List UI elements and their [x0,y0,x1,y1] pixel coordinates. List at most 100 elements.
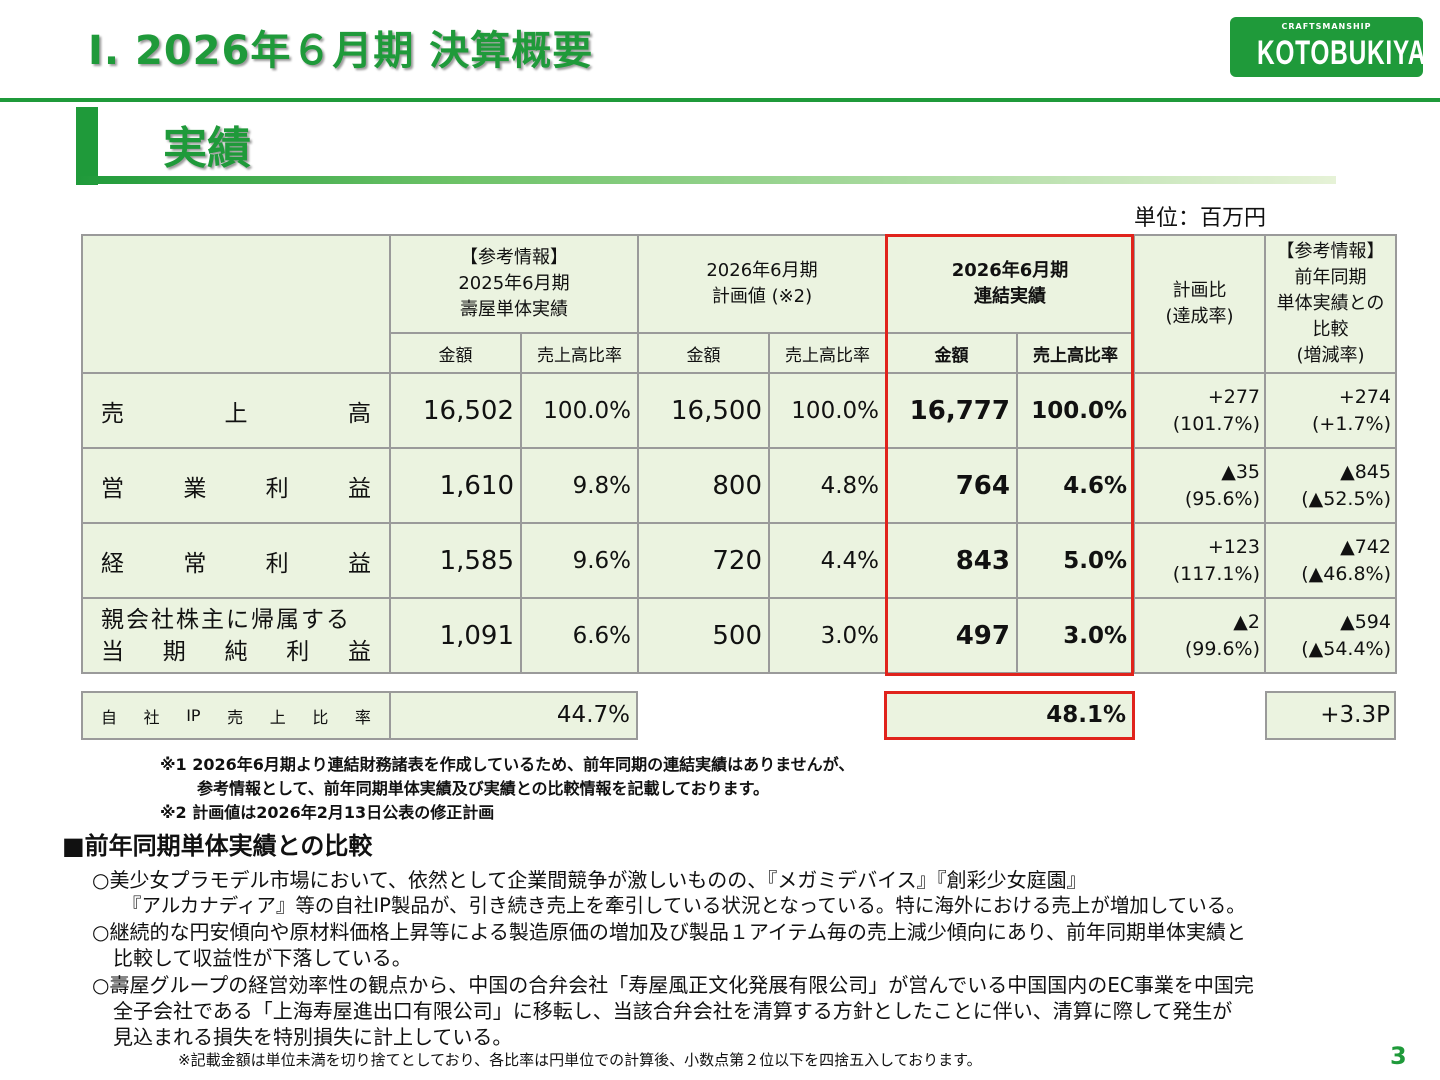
plan-amount: 500 [637,597,770,674]
header-yoy: 【参考情報】 前年同期 単体実績との 比較 (増減率) [1264,234,1397,374]
actual-ratio: 5.0% [1016,522,1135,599]
comparison-line: 『アルカナディア』等の自社IP製品が、引き続き売上を牽引している状況となっている… [122,894,1246,917]
vs-plan-rate: (101.7%) [1172,412,1260,435]
row-label-char: 利 [265,550,289,577]
vs-yoy-rate: (▲52.5%) [1301,487,1391,510]
row-label-char: 純 [224,638,248,665]
vs-plan: ▲2 (99.6%) [1133,597,1266,674]
ip-label-char: 自 [101,707,118,727]
vs-plan: +277 (101.7%) [1133,372,1266,449]
unit-label: 単位：百万円 [1134,206,1267,231]
header-yoy-line5: (増減率) [1296,345,1365,366]
plan-amount: 800 [637,447,770,524]
header-plan-ratio: 計画比 (達成率) [1133,234,1266,374]
row-label-char: 常 [183,550,207,577]
row-label-char: 当 [101,638,124,665]
row-label-char: 利 [265,475,289,502]
ref-amount: 16,502 [389,372,522,449]
ref-ratio: 6.6% [520,597,639,674]
ip-diff-box: +3.3P [1265,691,1396,740]
comparison-line: ○壽屋グループの経営効率性の観点から、中国の合弁会社「寿屋風正文化発展有限公司」… [92,973,1254,997]
row-label-char: 期 [162,638,186,665]
ip-label-char: 上 [269,707,286,727]
ip-diff-value: +3.3P [1320,702,1390,728]
row-label-char: 営 [101,475,124,502]
ip-label-char: 比 [312,707,329,727]
row-label-char: 益 [347,475,371,502]
actual-ratio: 3.0% [1016,597,1135,674]
row-label-char: 上 [224,400,248,427]
header-plan-ratio-line2: (達成率) [1165,306,1234,327]
row-label: 売 上 高 [81,372,391,449]
vs-plan-rate: (99.6%) [1184,637,1260,660]
results-table: 【参考情報】 2025年6月期 壽屋単体実績 2026年6月期 計画値 (※2)… [81,234,1397,674]
header-actual2026-line1: 2026年6月期 [951,260,1069,281]
vs-plan-diff: ▲35 [1221,460,1260,483]
row-label: 営 業 利 益 [81,447,391,524]
vs-plan-diff: ▲2 [1233,610,1260,633]
actual-ratio: 4.6% [1016,447,1135,524]
comparison-line: ○継続的な円安傾向や原材料価格上昇等による製造原価の増加及び製品１アイテム毎の売… [92,920,1247,944]
header-ref2025: 【参考情報】 2025年6月期 壽屋単体実績 [389,234,639,334]
ip-ref-value: 44.7% [556,702,630,728]
plan-ratio: 4.4% [768,522,887,599]
ip-row-box: 自 社 IP 売 上 比 率 44.7% [81,691,638,740]
ref-ratio: 100.0% [520,372,639,449]
header-actual2026-line2: 連結実績 [974,286,1046,307]
actual-amount: 16,777 [885,372,1018,449]
vs-yoy-rate: (+1.7%) [1311,412,1391,435]
plan-amount: 16,500 [637,372,770,449]
actual-amount: 764 [885,447,1018,524]
vs-plan-rate: (95.6%) [1184,487,1260,510]
subheader-amount: 金額 [637,332,770,374]
subheader-amount: 金額 [389,332,522,374]
header-ref2025-line2: 2025年6月期 [458,273,570,294]
logo-tagline: CRAFTSMANSHIP [1281,22,1372,31]
vs-yoy: ▲594 (▲54.4%) [1264,597,1397,674]
vs-plan: +123 (117.1%) [1133,522,1266,599]
ip-label-char: IP [186,706,201,725]
header-blank-cell [81,234,391,374]
ref-amount: 1,091 [389,597,522,674]
actual-ratio: 100.0% [1016,372,1135,449]
plan-ratio: 100.0% [768,372,887,449]
vs-yoy-diff: +274 [1338,385,1391,408]
actual-amount: 843 [885,522,1018,599]
plan-ratio: 4.8% [768,447,887,524]
header-plan2026-line2: 計画値 (※2) [711,286,813,307]
header-yoy-line4: 比較 [1312,319,1349,340]
page-title: Ⅰ. 2026年６月期 決算概要 [88,28,594,74]
ref-ratio: 9.8% [520,447,639,524]
section-marker [76,107,98,185]
page-number: 3 [1390,1042,1407,1070]
ip-row-label: 自 社 IP 売 上 比 率 [83,693,391,738]
row-label-char: 利 [286,638,310,665]
ip-label-char: 売 [227,707,244,727]
vs-yoy: ▲845 (▲52.5%) [1264,447,1397,524]
row-label-char: 経 [101,550,124,577]
header-ref2025-line3: 壽屋単体実績 [460,299,568,320]
row-label-char: 益 [348,638,371,665]
vs-yoy-diff: ▲742 [1340,535,1391,558]
header-yoy-line3: 単体実績との [1276,293,1385,314]
row-label: 親会社株主に帰属する 当 期 純 利 益 [81,597,391,674]
table-row: 親会社株主に帰属する 当 期 純 利 益 1,091 6.6% 500 3.0%… [81,597,1397,674]
subheader-amount: 金額 [885,332,1018,374]
vs-yoy-diff: ▲594 [1340,610,1391,633]
header-plan2026: 2026年6月期 計画値 (※2) [637,234,887,334]
row-label-char: 高 [348,400,371,427]
row-label-char: 益 [347,550,371,577]
row-label-char: 業 [183,475,207,502]
note1-line2: 参考情報として、前年同期単体実績及び実績との比較情報を記載しております。 [197,779,770,798]
header-yoy-line2: 前年同期 [1294,267,1367,288]
footnote: ※記載金額は単位未満を切り捨てとしており、各比率は円単位での計算後、小数点第２位… [178,1051,982,1069]
vs-yoy-rate: (▲46.8%) [1301,562,1391,585]
header-yoy-line1: 【参考情報】 [1276,241,1385,262]
vs-plan: ▲35 (95.6%) [1133,447,1266,524]
comparison-line: 比較して収益性が下落している。 [113,946,412,970]
table-row: 経 常 利 益 1,585 9.6% 720 4.4% 843 5.0% +12… [81,522,1397,599]
ip-highlight-frame [884,691,1135,740]
header-rule [0,98,1440,102]
subheader-ratio: 売上高比率 [768,332,887,374]
vs-plan-rate: (117.1%) [1172,562,1260,585]
